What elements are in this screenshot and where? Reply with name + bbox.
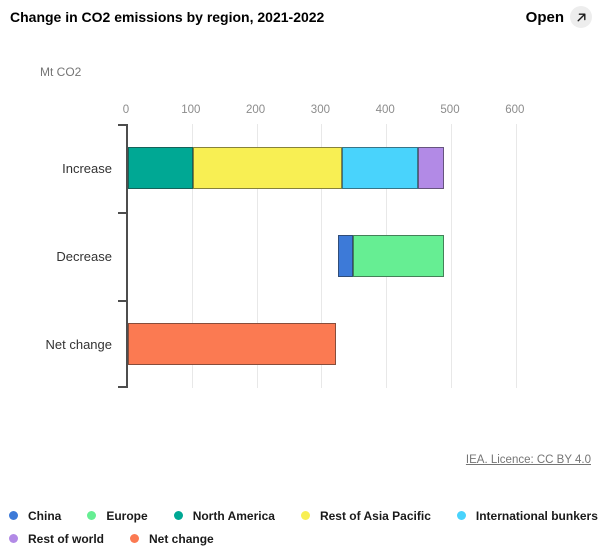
chart-legend: China Europe North America Rest of Asia Pac… — [9, 504, 598, 550]
legend-row: China Europe North America Rest of Asia Pac… — [9, 504, 598, 527]
legend-item-china[interactable]: China — [9, 509, 61, 523]
y-axis-unit-label: Mt CO2 — [40, 65, 82, 79]
y-axis-tick — [118, 300, 126, 302]
legend-item-north_america[interactable]: North America — [173, 508, 275, 523]
y-axis-tick — [118, 386, 126, 388]
gridline — [256, 124, 258, 388]
gridline — [321, 124, 323, 388]
legend-label: Rest of world — [28, 531, 105, 546]
legend-dot-icon — [9, 534, 18, 543]
legend-item-europe[interactable]: Europe — [87, 508, 148, 523]
gridline — [191, 124, 193, 388]
arrow-up-right-icon — [577, 13, 585, 21]
bar-segment-north_america[interactable] — [128, 147, 193, 189]
x-tick-label: 500 — [440, 104, 460, 116]
legend-item-net_change[interactable]: Net change — [130, 532, 214, 546]
bar-segment-china[interactable] — [337, 235, 353, 277]
bar-segment-net_change[interactable] — [128, 323, 336, 365]
bar-segment-international_bunkers[interactable] — [341, 147, 419, 189]
legend-dot-icon — [9, 511, 18, 520]
x-tick-label: 600 — [505, 104, 525, 116]
legend-dot-icon — [456, 511, 466, 520]
category-label: Decrease — [56, 248, 112, 264]
legend-item-rest_of_world[interactable]: Rest of world — [9, 532, 104, 546]
open-expand-circle[interactable] — [570, 6, 592, 28]
legend-row: Rest of world Net change — [9, 527, 598, 550]
gridline — [451, 124, 452, 388]
legend-dot-icon — [173, 511, 183, 520]
category-label: Increase — [62, 160, 112, 176]
y-axis-tick — [118, 124, 126, 126]
chart-title: Change in CO2 emissions by region, 2021-… — [10, 9, 325, 25]
co2-change-chart: Mt CO2 0 100 200 300 400 500 600 Increase Decre… — [40, 65, 591, 466]
bar-segment-europe[interactable] — [352, 235, 444, 277]
x-tick-label: 0 — [122, 104, 130, 116]
chart-header: Change in CO2 emissions by region, 2021-… — [0, 0, 604, 36]
legend-label: China — [28, 508, 62, 523]
open-button[interactable]: Open — [526, 6, 592, 28]
open-button-label[interactable]: Open — [525, 8, 564, 26]
legend-label: North America — [192, 508, 275, 523]
bar-segment-rest_of_world[interactable] — [418, 147, 444, 189]
licence-link[interactable]: IEA. Licence: CC BY 4.0 — [465, 454, 591, 466]
legend-label: International bunkers — [475, 508, 598, 523]
legend-item-rest_of_asia_pacific[interactable]: Rest of Asia Pacific — [300, 508, 431, 523]
y-axis-tick — [118, 212, 126, 214]
gridline — [515, 124, 517, 388]
legend-dot-icon — [87, 511, 97, 520]
x-tick-label: 300 — [310, 104, 330, 116]
legend-label: Net change — [149, 531, 214, 546]
legend-dot-icon — [300, 511, 310, 520]
plot-area — [118, 124, 528, 388]
legend-label: Europe — [106, 508, 148, 523]
legend-label: Rest of Asia Pacific — [319, 508, 431, 523]
legend-dot-icon — [130, 534, 140, 543]
category-label: Net change — [45, 336, 113, 352]
legend-item-international_bunkers[interactable]: International bunkers — [456, 508, 598, 523]
bar-segment-rest_of_asia_pacific[interactable] — [192, 147, 342, 189]
x-tick-label: 200 — [246, 104, 266, 116]
x-tick-label: 100 — [181, 104, 201, 116]
x-tick-label: 400 — [375, 104, 395, 116]
